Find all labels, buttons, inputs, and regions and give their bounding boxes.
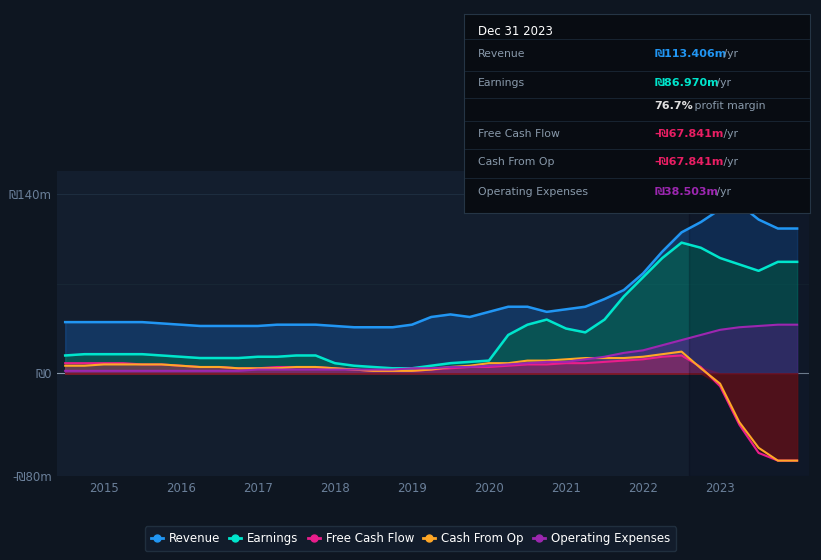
Text: profit margin: profit margin — [690, 101, 765, 111]
Text: ₪86.970m: ₪86.970m — [654, 78, 719, 87]
Text: -₪67.841m: -₪67.841m — [654, 129, 724, 139]
Text: Cash From Op: Cash From Op — [478, 157, 554, 167]
Text: ₪113.406m: ₪113.406m — [654, 49, 727, 59]
Text: Earnings: Earnings — [478, 78, 525, 87]
Bar — [690, 171, 813, 476]
Text: /yr: /yr — [713, 187, 731, 197]
Text: -₪67.841m: -₪67.841m — [654, 157, 724, 167]
Text: Operating Expenses: Operating Expenses — [478, 187, 588, 197]
Text: ₪38.503m: ₪38.503m — [654, 187, 718, 197]
Text: Free Cash Flow: Free Cash Flow — [478, 129, 560, 139]
Text: Revenue: Revenue — [478, 49, 525, 59]
Legend: Revenue, Earnings, Free Cash Flow, Cash From Op, Operating Expenses: Revenue, Earnings, Free Cash Flow, Cash … — [145, 526, 676, 551]
Text: /yr: /yr — [713, 78, 731, 87]
Text: /yr: /yr — [720, 129, 738, 139]
Text: Dec 31 2023: Dec 31 2023 — [478, 25, 553, 38]
Text: /yr: /yr — [720, 157, 738, 167]
Text: 76.7%: 76.7% — [654, 101, 693, 111]
Text: /yr: /yr — [720, 49, 738, 59]
